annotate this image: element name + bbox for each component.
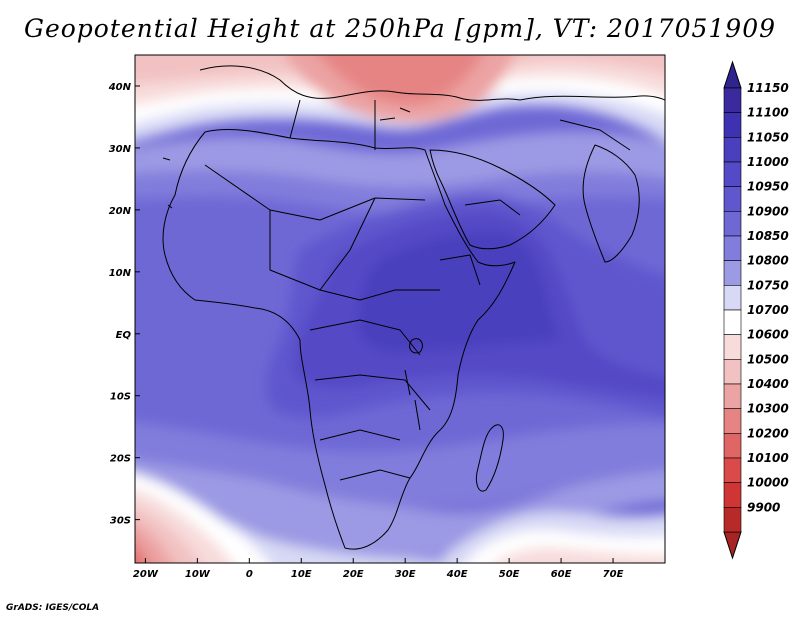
colorbar-swatch <box>723 211 742 237</box>
colorbar-label: 10400 <box>747 377 789 391</box>
lat-tick-label: EQ <box>116 330 132 341</box>
colorbar-swatch <box>723 433 742 459</box>
credit-label: GrADS: IGES/COLA <box>6 603 100 613</box>
colorbar-label: 10000 <box>747 476 789 490</box>
lat-tick-label: 20N <box>109 206 132 217</box>
latitude-axis: 40N 30N 20N 10N EQ 10S 20S 30S <box>108 82 140 527</box>
map-title: Geopotential Height at 250hPa [gpm], VT:… <box>23 14 777 43</box>
colorbar-top-arrow <box>723 60 742 89</box>
colorbar-label: 10950 <box>747 180 789 194</box>
colorbar-swatch <box>723 285 742 311</box>
colorbar-swatch <box>723 507 742 533</box>
longitude-axis: 20W 10W 0 10E 20E 30E 40E 50E 60E 70E <box>133 558 624 580</box>
colorbar-label: 10800 <box>747 254 789 268</box>
colorbar-label: 9900 <box>747 500 780 514</box>
colorbar-swatch <box>723 457 742 483</box>
colorbar-label: 10900 <box>747 204 789 218</box>
colorbar: 11150 11100 11050 11000 10950 10900 10850 10800… <box>723 60 789 560</box>
lat-tick-label: 10N <box>109 268 132 279</box>
lat-tick-label: 30N <box>109 144 132 155</box>
colorbar-bottom-arrow <box>723 531 742 560</box>
colorbar-label: 10600 <box>747 328 789 342</box>
colorbar-swatch <box>723 309 742 335</box>
lon-tick-label: 60E <box>551 569 572 580</box>
colorbar-swatch <box>723 87 742 113</box>
lon-tick-label: 50E <box>499 569 520 580</box>
colorbar-label: 11100 <box>747 106 789 120</box>
lon-tick-label: 70E <box>603 569 624 580</box>
lon-tick-label: 10W <box>185 569 211 580</box>
colorbar-label: 10300 <box>747 402 789 416</box>
plot-frame <box>134 54 666 564</box>
colorbar-swatch <box>723 359 742 385</box>
colorbar-swatch <box>723 186 742 212</box>
colorbar-label: 10100 <box>747 451 789 465</box>
colorbar-swatch <box>723 161 742 187</box>
colorbar-swatch <box>723 137 742 163</box>
lon-tick-label: 0 <box>246 569 253 580</box>
colorbar-swatch <box>723 235 742 261</box>
colorbar-swatch <box>723 383 742 409</box>
lat-tick-label: 20S <box>110 454 131 465</box>
colorbar-label: 10700 <box>747 303 789 317</box>
colorbar-swatch <box>723 482 742 508</box>
lon-tick-label: 40E <box>446 569 468 580</box>
colorbar-swatch <box>723 260 742 286</box>
colorbar-label: 10500 <box>747 352 789 366</box>
colorbar-label: 11000 <box>747 155 789 169</box>
lat-tick-label: 30S <box>110 516 131 527</box>
colorbar-label: 11050 <box>747 130 789 144</box>
colorbar-label: 10750 <box>747 278 789 292</box>
colorbar-label: 11150 <box>747 81 789 95</box>
lat-tick-label: 40N <box>108 82 132 93</box>
lon-tick-label: 20E <box>343 569 364 580</box>
colorbar-label: 10850 <box>747 229 789 243</box>
colorbar-swatch <box>723 408 742 434</box>
lon-tick-label: 10E <box>291 569 312 580</box>
lat-tick-label: 10S <box>110 392 131 403</box>
height-field <box>135 55 665 563</box>
colorbar-swatch <box>723 334 742 360</box>
lon-tick-label: 20W <box>133 569 159 580</box>
colorbar-label: 10200 <box>747 426 789 440</box>
colorbar-swatch <box>723 112 742 138</box>
lon-tick-label: 30E <box>395 569 416 580</box>
